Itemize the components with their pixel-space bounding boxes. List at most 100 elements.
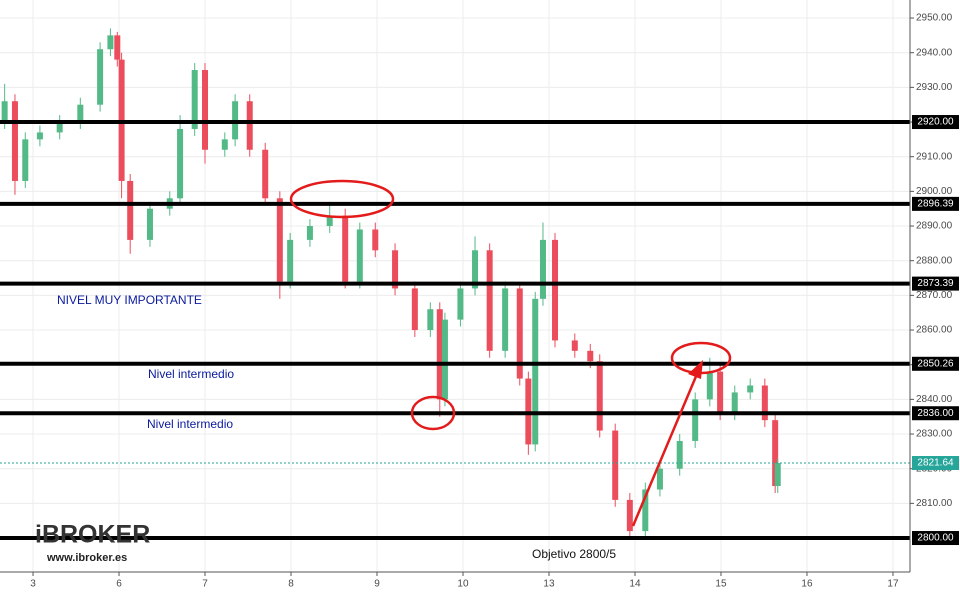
candle-body	[342, 215, 349, 282]
x-tick-label: 16	[801, 579, 813, 590]
y-tick-label: 2900.00	[916, 186, 953, 197]
candle-body	[747, 385, 754, 393]
candle-body	[626, 499, 633, 532]
level-label-box	[912, 196, 959, 211]
candle-body	[731, 392, 738, 414]
logo-url: www.ibroker.es	[46, 552, 127, 564]
arrow-line	[631, 373, 699, 527]
level-label: 2850.26	[917, 358, 954, 369]
level-label-box	[912, 115, 959, 130]
candle-body	[221, 139, 228, 150]
candle-body	[457, 288, 464, 320]
x-tick-label: 13	[543, 579, 555, 590]
candle-body	[676, 440, 683, 469]
x-tick-label: 7	[202, 579, 208, 590]
y-tick-label: 2880.00	[916, 255, 953, 266]
candle-body	[97, 49, 104, 105]
y-tick-label: 2950.00	[916, 13, 953, 24]
candle-body	[571, 340, 578, 351]
candle-body	[774, 463, 781, 487]
level-label: 2920.00	[917, 117, 954, 128]
x-tick-label: 10	[457, 579, 469, 590]
annotation: NIVEL MUY IMPORTANTE	[57, 293, 202, 307]
candle-body	[552, 239, 559, 341]
candle-body	[372, 229, 379, 251]
level-label: 2873.39	[917, 278, 954, 289]
candle-body	[22, 139, 29, 181]
levels: 2920.00 2896.39 2873.39 2850.26 2836.00 2800.…	[0, 115, 959, 546]
candle-body	[642, 489, 649, 532]
logo: iBROKER	[35, 521, 150, 549]
candle-body	[114, 35, 121, 60]
candle-body	[532, 298, 539, 445]
candle-body	[177, 128, 184, 199]
candle-body	[486, 250, 493, 351]
candle-body	[127, 180, 134, 240]
candle-body	[502, 288, 509, 351]
y-tick-label: 2840.00	[916, 394, 953, 405]
candle-body	[326, 215, 333, 227]
candle-body	[539, 239, 546, 299]
highlight-ellipse	[289, 179, 395, 219]
candle-body	[356, 229, 363, 282]
candle-body	[202, 70, 209, 150]
candle-body	[772, 420, 779, 487]
candle-body	[436, 309, 443, 400]
candle-body	[761, 385, 768, 421]
y-tick-label: 2930.00	[916, 82, 953, 93]
candle-body	[77, 104, 84, 123]
x-tick-label: 9	[374, 579, 380, 590]
level-label-box	[912, 276, 959, 291]
candle-body	[191, 70, 198, 129]
x-tick-label: 3	[30, 579, 36, 590]
y-tick-label: 2940.00	[916, 47, 953, 58]
candle-body	[692, 399, 699, 441]
y-tick-label: 2910.00	[916, 151, 953, 162]
candle-body	[262, 149, 269, 199]
candle-body	[11, 101, 18, 181]
candle-body	[656, 468, 663, 490]
x-tick-label: 14	[629, 579, 641, 590]
annotation: Objetivo 2800/5	[532, 547, 616, 561]
candle-body	[36, 132, 43, 140]
candle-body	[287, 239, 294, 282]
candle-body	[472, 250, 479, 289]
last-price-box	[912, 456, 959, 471]
highlight-ellipse	[410, 395, 456, 431]
candle-body	[146, 208, 153, 240]
candle-body	[717, 371, 724, 414]
candle-body	[56, 122, 63, 133]
level-label-box	[912, 356, 959, 371]
y-tick-label: 2810.00	[916, 498, 953, 509]
candle-body	[246, 101, 253, 150]
x-tick-label: 6	[116, 579, 122, 590]
last-price-label: 2821.64	[917, 458, 954, 469]
candle-body	[612, 430, 619, 500]
level-label-box	[912, 531, 959, 546]
y-tick-label: 2870.00	[916, 290, 953, 301]
annotation: Nivel intermedio	[148, 367, 234, 381]
level-label: 2896.39	[917, 199, 954, 210]
y-tick-label: 2830.00	[916, 429, 953, 440]
candle-body	[706, 371, 713, 400]
x-tick-label: 17	[887, 579, 899, 590]
x-tick-label: 15	[715, 579, 727, 590]
x-tick-label: 8	[288, 579, 294, 590]
arrow-head	[688, 360, 703, 379]
candle-body	[587, 350, 594, 362]
level-label: 2836.00	[917, 408, 954, 419]
y-tick-label: 2860.00	[916, 325, 953, 336]
level-label-box	[912, 406, 959, 421]
candle-body	[411, 288, 418, 331]
y-tick-label: 2890.00	[916, 221, 953, 232]
candle-body	[276, 198, 283, 282]
candle-body	[516, 288, 523, 379]
candle-body	[306, 226, 313, 240]
candle-body	[441, 319, 448, 400]
candle-body	[107, 35, 114, 50]
annotation: Nivel intermedio	[147, 417, 233, 431]
candle-body	[596, 361, 603, 431]
level-label: 2800.00	[917, 533, 954, 544]
